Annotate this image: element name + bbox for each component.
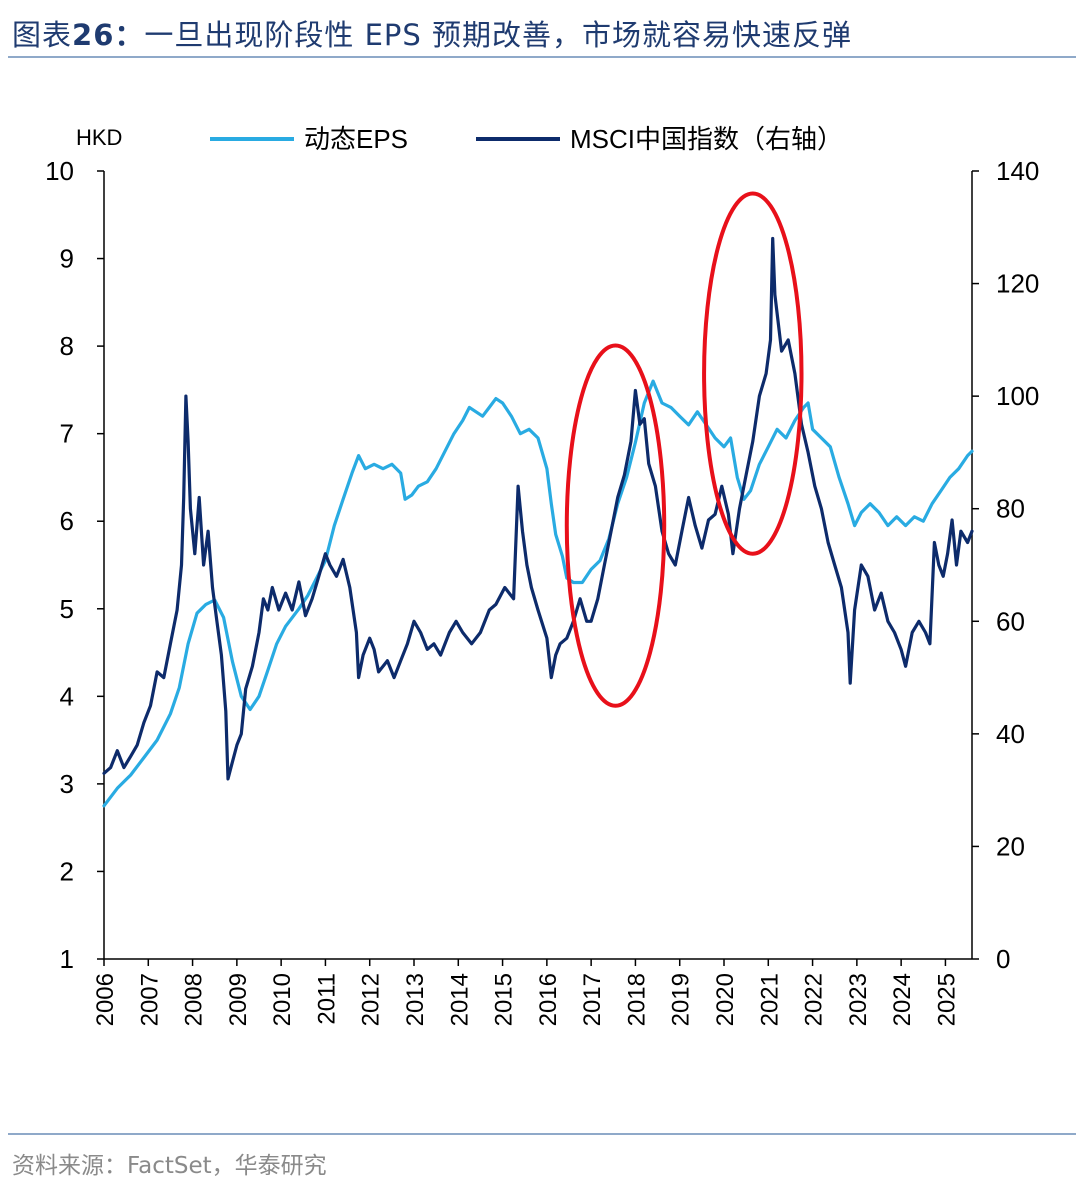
left-tick-label: 1 (60, 944, 74, 974)
x-tick-label: 2009 (225, 973, 252, 1026)
title-prefix: 图表 (12, 18, 73, 52)
x-tick-label: 2012 (358, 973, 385, 1026)
series-group (102, 236, 974, 808)
x-tick-label: 2006 (92, 973, 119, 1026)
x-tick-label: 2013 (402, 973, 429, 1026)
right-tick-label: 0 (996, 944, 1010, 974)
x-tick-label: 2008 (181, 973, 208, 1026)
left-tick-label: 8 (60, 331, 74, 361)
legend: 动态EPS MSCI中国指数（右轴） (210, 124, 843, 154)
right-tick-label: 40 (996, 719, 1025, 749)
x-tick-label: 2016 (535, 973, 562, 1026)
title-number: 26： (72, 18, 145, 52)
x-tick-label: 2025 (933, 973, 960, 1026)
source-note: 资料来源：FactSet，华泰研究 (12, 1153, 327, 1179)
right-tick-label: 100 (996, 381, 1039, 411)
right-tick-label: 20 (996, 831, 1025, 861)
x-tick-label: 2020 (712, 973, 739, 1026)
x-tick-label: 2023 (845, 973, 872, 1026)
x-tick-label: 2024 (889, 973, 916, 1026)
left-tick-label: 2 (60, 856, 74, 886)
x-tick-label: 2010 (269, 973, 296, 1026)
highlight-2020-2021-ellipse (702, 191, 804, 556)
right-tick-label: 80 (996, 494, 1025, 524)
x-tick-label: 2007 (136, 973, 163, 1026)
axes-group: 10 9 8 7 6 5 4 3 2 1 HKD 140 120 100 80 60 40 20 0 2006 2007… (45, 125, 1039, 1026)
right-tick-label: 60 (996, 606, 1025, 636)
left-tick-label: 3 (60, 769, 74, 799)
footer-divider (8, 1133, 1076, 1135)
right-tick-label: 140 (996, 156, 1039, 186)
x-tick-label: 2019 (668, 973, 695, 1026)
x-tick-label: 2014 (446, 973, 473, 1026)
legend-eps-label: 动态EPS (304, 124, 408, 154)
right-tick-label: 120 (996, 269, 1039, 299)
title-divider (8, 56, 1076, 58)
left-tick-label: 10 (45, 156, 74, 186)
left-tick-label: 7 (60, 419, 74, 449)
x-tick-label: 2021 (756, 973, 783, 1026)
chart-title: 图表26：一旦出现阶段性 EPS 预期改善，市场就容易快速反弹 (12, 12, 1072, 52)
left-tick-label: 4 (60, 681, 74, 711)
left-tick-label: 9 (60, 244, 74, 274)
highlight-2017-2018-ellipse (564, 343, 667, 708)
msci-series-line (102, 236, 974, 781)
legend-msci-label: MSCI中国指数（右轴） (570, 124, 843, 154)
x-tick-label: 2017 (579, 973, 606, 1026)
title-text: 一旦出现阶段性 EPS 预期改善，市场就容易快速反弹 (144, 18, 853, 52)
left-tick-label: 6 (60, 506, 74, 536)
left-tick-label: 5 (60, 594, 74, 624)
x-tick-label: 2018 (623, 973, 650, 1026)
x-tick-label: 2011 (313, 973, 340, 1025)
x-tick-label: 2015 (491, 973, 518, 1026)
x-tick-label: 2022 (801, 973, 828, 1026)
highlight-group (564, 191, 804, 708)
eps-series-line (102, 379, 974, 808)
left-axis-unit: HKD (76, 125, 122, 150)
